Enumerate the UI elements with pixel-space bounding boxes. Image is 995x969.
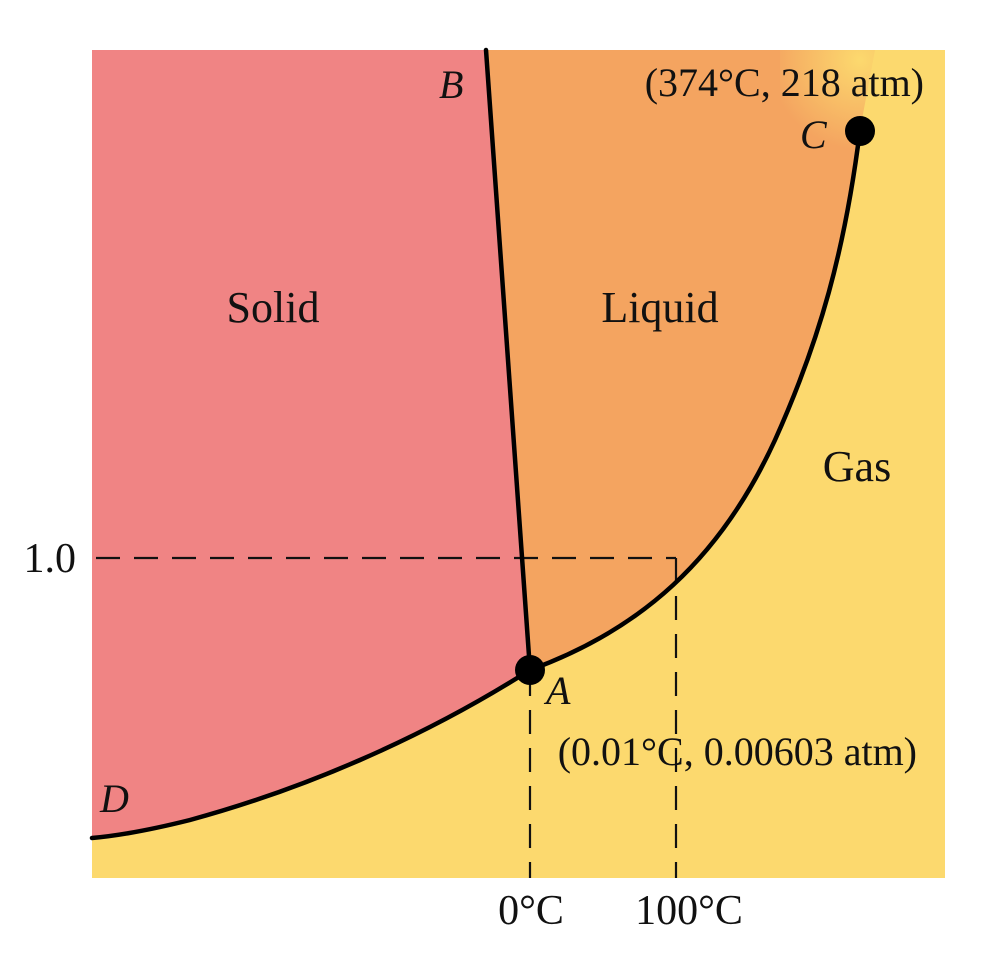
x-tick-100c: 100°C	[635, 888, 743, 934]
liquid-label: Liquid	[601, 283, 718, 332]
liquid-region	[486, 50, 875, 670]
solid-gas-boundary	[89, 667, 533, 841]
triple-point-marker	[515, 655, 545, 685]
y-tick-1-0: 1.0	[24, 536, 77, 582]
point-a-label: A	[543, 668, 571, 713]
critical-glow	[780, 50, 945, 170]
point-d-label: D	[99, 776, 129, 821]
critical-point-annotation: (374°C, 218 atm)	[645, 60, 924, 105]
gas-label: Gas	[823, 442, 891, 491]
x-tick-0c: 0°C	[498, 888, 564, 934]
point-b-label: B	[439, 62, 463, 107]
solid-liquid-boundary	[483, 47, 533, 673]
point-c-label: C	[800, 112, 828, 157]
solid-label: Solid	[227, 283, 320, 332]
liquid-gas-boundary	[527, 127, 863, 673]
solid-region	[92, 50, 530, 838]
critical-point-marker	[845, 116, 875, 146]
triple-point-annotation: (0.01°C, 0.00603 atm)	[558, 729, 917, 774]
